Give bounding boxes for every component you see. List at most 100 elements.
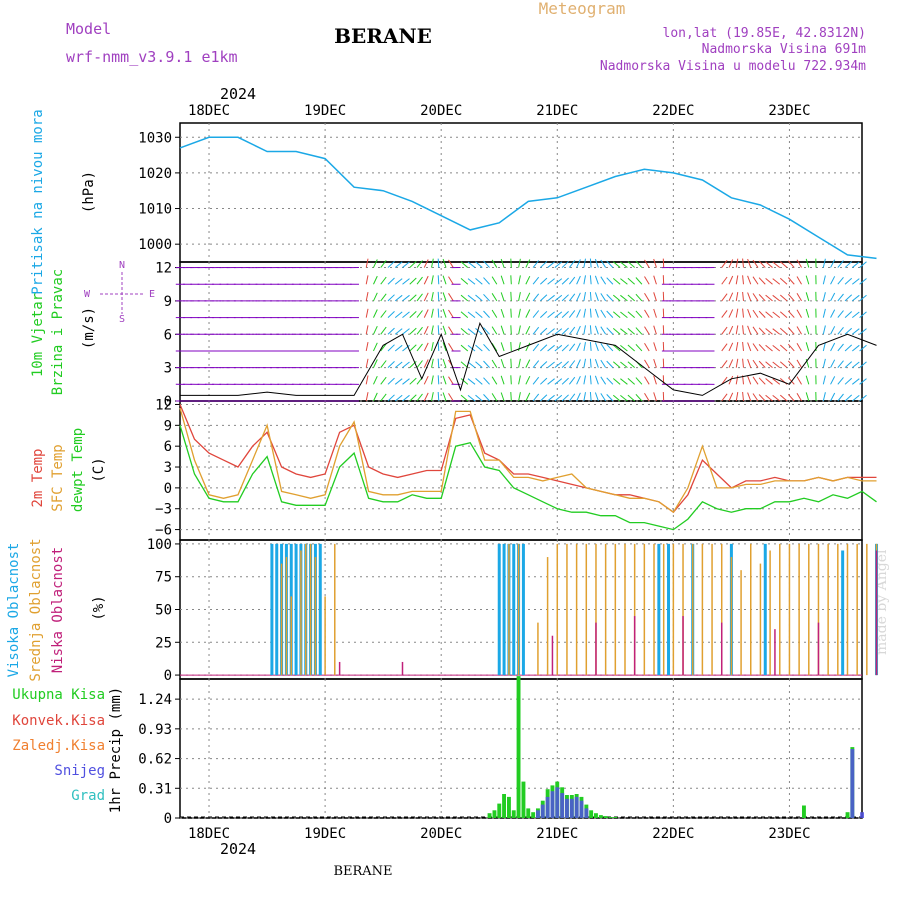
wind-barb	[822, 275, 826, 285]
wind-barb	[518, 308, 521, 318]
wind-barb	[747, 342, 752, 352]
wind-barb	[742, 291, 744, 301]
wind-barb	[653, 358, 657, 368]
wind-barb	[600, 393, 607, 402]
wind-barb	[765, 361, 773, 369]
wind-barb	[796, 376, 802, 385]
cloud-series	[180, 543, 879, 676]
wind-barb	[491, 259, 498, 268]
wind-barb	[554, 394, 563, 402]
wind-barb	[594, 392, 599, 402]
wind-barb	[859, 394, 867, 402]
wind-barb	[448, 376, 454, 385]
wind-barb	[787, 393, 795, 402]
wind-barb	[742, 258, 744, 268]
wind-barb	[491, 293, 498, 302]
wind-compass: W E N S	[84, 260, 155, 325]
wind-barb	[442, 375, 447, 385]
wind-barb	[547, 261, 555, 268]
wind-barb	[852, 344, 860, 352]
tick-label: 0	[164, 811, 172, 827]
snow-bar	[540, 804, 545, 818]
wind-barb	[387, 361, 395, 369]
wind-barb	[728, 292, 734, 302]
wind-barb	[525, 275, 531, 285]
wind-barb	[365, 308, 369, 318]
wind-barb	[606, 327, 614, 335]
wind-barb	[510, 308, 512, 318]
wind-barb	[554, 261, 563, 268]
bottom-date-axis: 18DEC 19DEC 20DEC 21DEC 22DEC 23DEC	[188, 826, 811, 842]
wind-barb	[409, 311, 417, 318]
wind-barb	[380, 360, 387, 368]
cloud-panel: 0 25 50 75 100 Visoka Oblacnost Srednja Obla…	[6, 537, 879, 684]
total-precip-bar	[492, 810, 497, 818]
wind-barb	[540, 344, 548, 352]
day-label-top: 20DEC	[420, 103, 462, 119]
wind-barb	[500, 308, 505, 318]
wind-barb	[606, 310, 614, 318]
wind-barb	[620, 378, 628, 385]
wind-barb	[653, 258, 657, 268]
wind-barb	[576, 375, 581, 385]
wind-barb	[600, 343, 607, 352]
wind-barb	[600, 359, 607, 368]
wind-barb	[747, 325, 752, 335]
wind-barb	[805, 342, 810, 352]
wind-barb	[627, 311, 635, 318]
day-label-bottom: 18DEC	[188, 826, 230, 842]
tick-label: 1030	[138, 130, 172, 146]
wind-barb	[772, 345, 781, 352]
wind-barb	[561, 311, 569, 318]
wind-barb	[394, 394, 403, 402]
panel-frames	[179, 122, 863, 819]
model-name: wrf-nmm_v3.9.1 e1km	[66, 48, 238, 66]
wind-barb	[525, 342, 531, 352]
wind-barb	[859, 361, 867, 369]
dewpt-label: dewpt Temp	[70, 428, 86, 512]
wind-barb	[554, 344, 563, 352]
wind-barb	[583, 325, 586, 335]
wind-barb	[525, 359, 531, 368]
wind-barb	[758, 277, 766, 285]
wind-barb	[583, 258, 586, 268]
tick-label: 12	[155, 261, 172, 277]
wind-barb	[460, 294, 469, 302]
wind-barb	[772, 378, 781, 385]
wind-barb	[547, 278, 555, 285]
wind-barb	[752, 393, 759, 402]
wind-barb	[475, 394, 483, 402]
wind-barb	[583, 358, 586, 368]
temp-series	[179, 404, 877, 531]
snow-bar	[850, 749, 855, 818]
wind-barb	[525, 259, 531, 268]
wind-barb	[787, 260, 795, 268]
wind-barb	[500, 342, 505, 352]
wind-barb	[796, 326, 802, 335]
wind-barb	[612, 361, 621, 369]
wind-barb	[467, 345, 476, 352]
wind-barb	[518, 325, 521, 335]
wind-barb	[721, 343, 728, 352]
wind-barb	[859, 328, 867, 335]
wind-barb	[491, 343, 498, 352]
wind-barb	[437, 341, 440, 351]
compass-east: E	[149, 289, 155, 300]
wind-barb	[752, 359, 759, 368]
wind-barb	[742, 325, 744, 335]
wind-barb	[568, 376, 576, 385]
wind-barb	[758, 394, 766, 402]
wind-barb	[644, 292, 650, 302]
wind-barb	[532, 260, 540, 268]
wind-barb	[491, 376, 498, 385]
wind-barb	[728, 309, 734, 318]
wind-barb	[568, 393, 576, 402]
wind-barb	[822, 325, 826, 335]
tick-label: 3	[164, 361, 172, 377]
precip-ticks: 0 0.31 0.62 0.93 1.24	[138, 692, 180, 827]
wind-barb	[837, 393, 844, 402]
snow-bar	[860, 812, 864, 818]
wind-barb	[532, 376, 540, 385]
wind-barb	[583, 292, 586, 302]
wind-barb	[644, 276, 650, 285]
